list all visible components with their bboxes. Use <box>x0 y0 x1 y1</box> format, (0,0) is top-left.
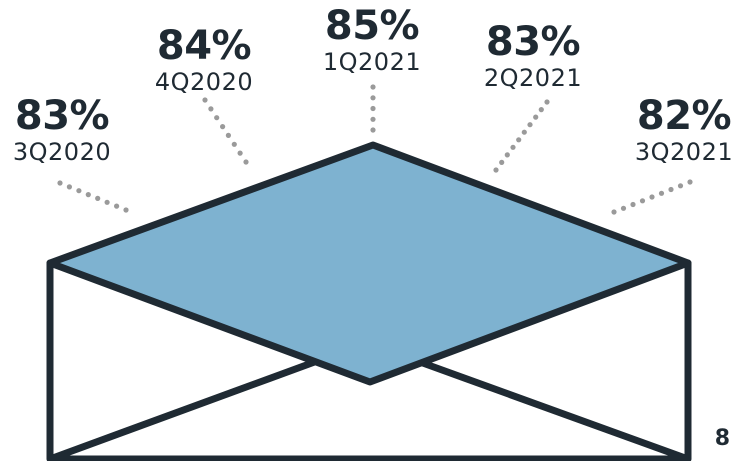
connector-lines <box>57 84 693 215</box>
connector-dot-0 <box>104 199 110 205</box>
connector-dot-0 <box>57 180 63 186</box>
value-label: 82% <box>636 93 732 139</box>
envelope-flap <box>46 141 692 386</box>
envelope-fold-left <box>48 356 322 461</box>
connector-dot-4 <box>620 205 627 211</box>
connector-dot-2 <box>370 116 376 122</box>
connector-dot-0 <box>95 195 101 201</box>
value-label: 83% <box>485 19 581 65</box>
page-number: 8 <box>714 426 730 451</box>
label-3q2020: 83% 3Q2020 <box>10 94 114 166</box>
connector-dot-1 <box>225 132 231 138</box>
connector-dot-2 <box>370 127 376 133</box>
connector-dot-2 <box>370 105 376 112</box>
connector-dot-4 <box>658 190 665 196</box>
connector-dot-3 <box>544 99 550 105</box>
period-label: 1Q2021 <box>322 48 422 76</box>
connector-dot-3 <box>493 167 499 173</box>
connector-dot-0 <box>114 203 120 209</box>
value-label: 85% <box>324 3 420 49</box>
connector-dot-1 <box>237 150 243 156</box>
period-label: 4Q2020 <box>154 68 254 96</box>
connector-dot-3 <box>504 152 510 158</box>
connector-dot-2 <box>370 95 376 101</box>
connector-dot-4 <box>611 209 617 215</box>
connector-dot-4 <box>677 183 684 189</box>
connector-dot-4 <box>649 194 655 200</box>
connector-dot-1 <box>220 124 226 130</box>
envelope-fold-right <box>418 358 690 461</box>
label-4q2020: 84% 4Q2020 <box>148 24 260 96</box>
connector-dot-3 <box>516 137 522 143</box>
connector-dot-0 <box>66 184 72 190</box>
connector-dot-1 <box>214 115 220 121</box>
connector-dot-4 <box>668 186 674 193</box>
period-label: 3Q2021 <box>634 138 734 166</box>
connector-dot-1 <box>208 106 214 112</box>
connector-dot-3 <box>533 114 539 120</box>
label-1q2021: 85% 1Q2021 <box>318 4 426 76</box>
connector-dot-1 <box>243 159 249 165</box>
value-label: 84% <box>156 23 252 69</box>
connector-dot-1 <box>231 141 237 147</box>
period-label: 3Q2020 <box>12 138 112 166</box>
value-label: 83% <box>14 93 110 139</box>
connector-dot-2 <box>370 84 376 90</box>
label-2q2021: 83% 2Q2021 <box>478 20 588 92</box>
connector-dot-1 <box>202 97 208 103</box>
label-3q2021: 82% 3Q2021 <box>630 94 738 166</box>
connector-dot-3 <box>510 144 516 150</box>
connector-dot-3 <box>521 129 527 135</box>
connector-dot-3 <box>538 107 544 113</box>
connector-dot-0 <box>76 188 82 194</box>
connector-dot-3 <box>499 159 505 165</box>
connector-dot-4 <box>687 179 693 185</box>
period-label: 2Q2021 <box>483 64 583 92</box>
connector-dot-0 <box>123 207 129 213</box>
connector-dot-4 <box>639 198 646 204</box>
connector-dot-0 <box>85 192 91 198</box>
connector-dot-3 <box>527 122 533 128</box>
connector-dot-4 <box>630 201 636 208</box>
